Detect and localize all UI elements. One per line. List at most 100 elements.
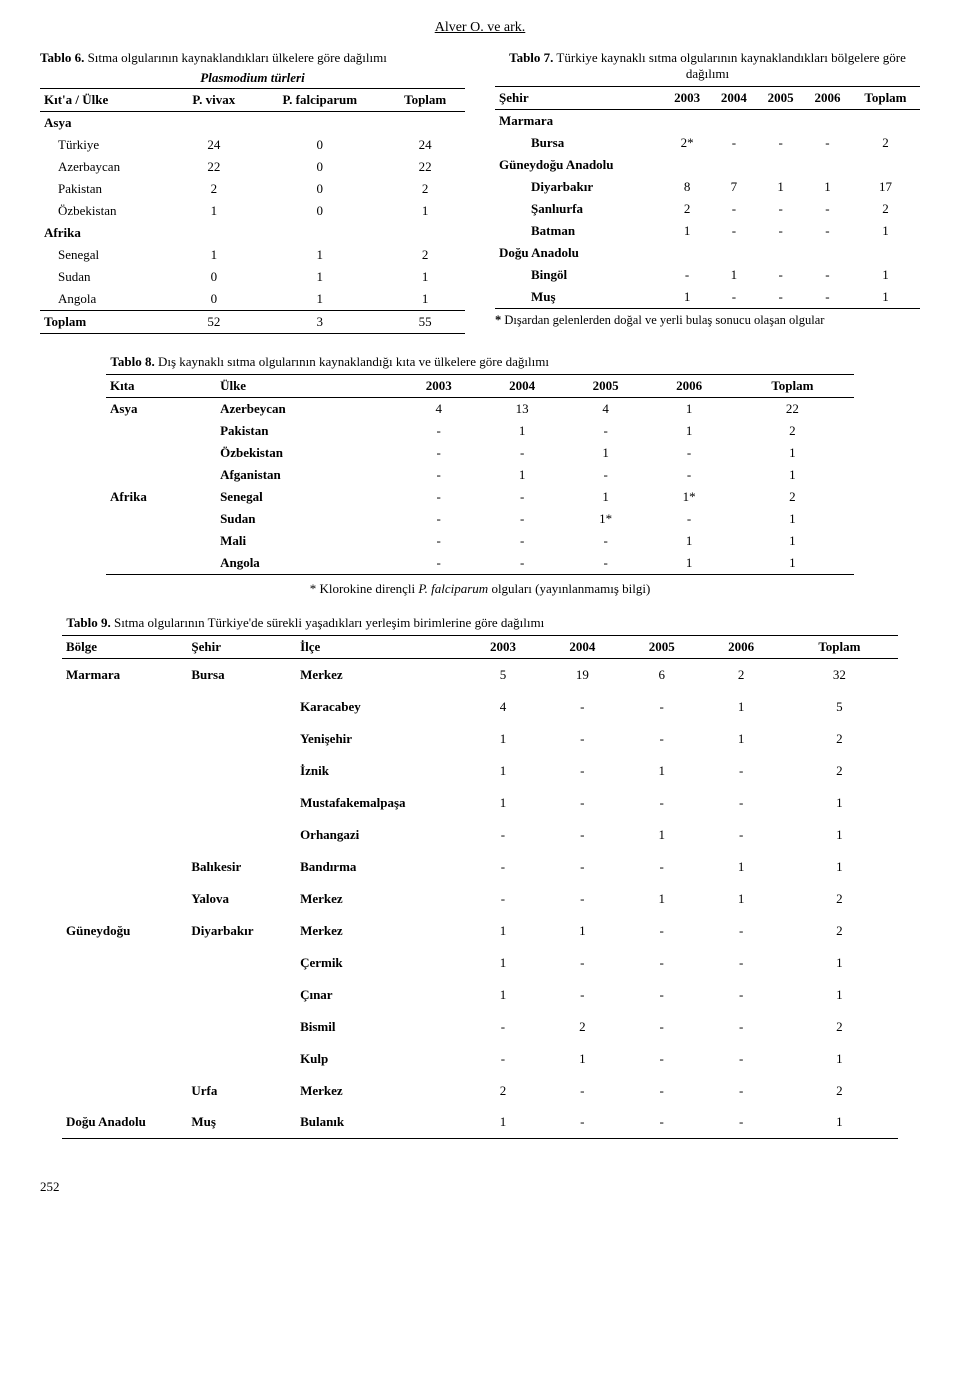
table8-footnote-post: olguları (yayınlanmamış bilgi): [488, 581, 650, 596]
table-cell: -: [622, 691, 701, 723]
table-cell: -: [397, 464, 480, 486]
table-cell: 1: [701, 691, 780, 723]
table-cell: -: [804, 286, 851, 309]
table-cell: Sudan: [216, 508, 397, 530]
table-cell: 24: [385, 134, 465, 156]
table-cell: 2: [851, 198, 920, 220]
table-cell: Diyarbakır: [495, 176, 664, 198]
table-row: Afganistan-1--1: [106, 464, 854, 486]
table-cell: [254, 112, 385, 135]
table-cell: Afrika: [106, 486, 216, 508]
table-cell: [187, 755, 296, 787]
table-cell: [710, 242, 757, 264]
table-cell: 5: [781, 691, 898, 723]
table-cell: 0: [254, 200, 385, 222]
table-cell: Bingöl: [495, 264, 664, 286]
table-row: Angola---11: [106, 552, 854, 575]
table-cell: [804, 242, 851, 264]
table-cell: 22: [173, 156, 254, 178]
table-cell: 1: [480, 464, 563, 486]
table-cell: 1: [254, 266, 385, 288]
table-cell: -: [804, 264, 851, 286]
table-cell: 1: [173, 200, 254, 222]
table8-h3: 2004: [480, 375, 563, 398]
table-cell: [106, 464, 216, 486]
table-cell: Doğu Anadolu: [495, 242, 664, 264]
table-cell: [106, 442, 216, 464]
table-cell: Merkez: [296, 915, 463, 947]
table-cell: 1: [564, 442, 647, 464]
table7-title: Tablo 7. Türkiye kaynaklı sıtma olguları…: [495, 50, 920, 82]
table-cell: 0: [254, 156, 385, 178]
table-row: AsyaAzerbeycan4134122: [106, 398, 854, 421]
table-cell: -: [543, 819, 622, 851]
table-row-total: Toplam52355: [40, 311, 465, 334]
table-cell: -: [480, 552, 563, 575]
table-cell: [62, 851, 187, 883]
table-cell: [62, 979, 187, 1011]
table-cell: -: [622, 947, 701, 979]
table-cell: -: [463, 883, 542, 915]
table-cell: -: [397, 552, 480, 575]
table-cell: -: [543, 947, 622, 979]
table-cell: -: [622, 915, 701, 947]
table-cell: -: [804, 132, 851, 154]
table-cell: 2: [781, 883, 898, 915]
table-cell: -: [622, 1043, 701, 1075]
page-number: 252: [40, 1179, 920, 1195]
table-cell: 1: [254, 244, 385, 266]
table-cell: 1: [480, 420, 563, 442]
table8-title-label: Tablo 8.: [110, 354, 154, 369]
table-cell: Angola: [40, 288, 173, 311]
table-cell: 8: [664, 176, 711, 198]
table-cell: 1: [781, 851, 898, 883]
table-cell: [62, 787, 187, 819]
table-cell: [62, 883, 187, 915]
table7-h2: 2004: [710, 87, 757, 110]
table-cell: [187, 691, 296, 723]
table-cell: -: [397, 442, 480, 464]
table6-h1: P. vivax: [173, 89, 254, 112]
table-cell: Bandırma: [296, 851, 463, 883]
table-cell: Bulanık: [296, 1107, 463, 1139]
table-row: Çermik1---1: [62, 947, 898, 979]
table-cell: [757, 242, 804, 264]
table-cell: [187, 1011, 296, 1043]
table-cell: [106, 530, 216, 552]
table8-title: Tablo 8. Dış kaynaklı sıtma olgularının …: [110, 354, 920, 370]
table-cell: -: [701, 1043, 780, 1075]
table8-title-rest: Dış kaynaklı sıtma olgularının kaynaklan…: [155, 354, 549, 369]
table-cell: Senegal: [40, 244, 173, 266]
table-cell: -: [543, 851, 622, 883]
table-cell: 1: [385, 266, 465, 288]
table-cell: 6: [622, 659, 701, 691]
table-cell: Marmara: [495, 110, 664, 133]
table-cell: -: [397, 420, 480, 442]
table-cell: -: [622, 1107, 701, 1139]
table6-head: Kıt'a / Ülke P. vivax P. falciparum Topl…: [40, 89, 465, 112]
table-cell: 1: [731, 552, 854, 575]
table-cell: -: [757, 198, 804, 220]
table-row: Pakistan-1-12: [106, 420, 854, 442]
table-cell: 1: [564, 486, 647, 508]
table-cell: 1: [463, 947, 542, 979]
table-cell: -: [543, 755, 622, 787]
table9-h2: İlçe: [296, 636, 463, 659]
table-cell: -: [757, 264, 804, 286]
table-cell: -: [543, 691, 622, 723]
table-cell: 1: [851, 286, 920, 309]
table8-footnote-it: P. falciparum: [418, 581, 488, 596]
table-row: AfrikaSenegal--11*2: [106, 486, 854, 508]
table6-container: Tablo 6. Sıtma olgularının kaynaklandıkl…: [40, 44, 465, 334]
table-cell: 2: [731, 486, 854, 508]
table-cell: 1: [804, 176, 851, 198]
table-cell: -: [463, 851, 542, 883]
table7-footnote-text: Dışardan gelenlerden doğal ve yerli bula…: [501, 313, 824, 327]
table-cell: 1: [622, 883, 701, 915]
table-cell: 2: [463, 1075, 542, 1107]
table-cell: 2: [543, 1011, 622, 1043]
table-cell: 1: [647, 552, 730, 575]
table-cell: -: [710, 220, 757, 242]
table-cell: [62, 755, 187, 787]
table7-h0: Şehir: [495, 87, 664, 110]
